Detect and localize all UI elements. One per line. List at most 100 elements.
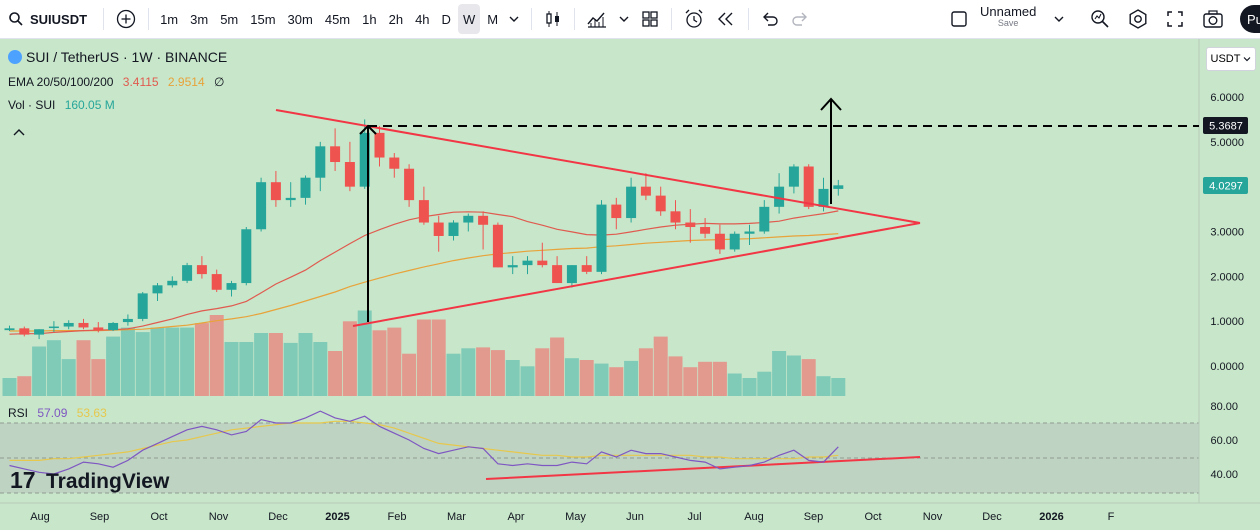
- divider: [671, 8, 673, 30]
- volume-bar: [209, 315, 224, 396]
- candle-body: [137, 293, 148, 319]
- volume-bar: [268, 333, 283, 396]
- volume-bar: [564, 358, 579, 396]
- rsi-trendline[interactable]: [485, 456, 921, 480]
- settings-button[interactable]: [1122, 4, 1154, 34]
- add-circle-icon: [116, 9, 136, 29]
- triangle-lower-trendline[interactable]: [352, 222, 921, 327]
- sui-logo-icon: [8, 50, 22, 64]
- candle-body: [152, 285, 163, 294]
- candle-body: [404, 168, 415, 201]
- candle-body: [566, 265, 577, 284]
- volume-bar: [490, 350, 505, 396]
- rsi-ma-value: 53.63: [76, 406, 107, 420]
- current-price-label: 4.0297: [1203, 177, 1248, 194]
- volume-bar: [2, 378, 17, 396]
- layout-name[interactable]: Unnamed Save: [980, 4, 1036, 29]
- volume-bar: [224, 342, 239, 396]
- fullscreen-button[interactable]: [1160, 4, 1190, 34]
- chart-pane[interactable]: 6.00005.00004.00003.00002.00001.00000.00…: [0, 39, 1260, 530]
- time-tick-label: Feb: [388, 511, 407, 523]
- interval-button-3m[interactable]: 3m: [190, 11, 209, 27]
- volume-bar: [772, 351, 787, 396]
- drawings[interactable]: [275, 97, 1199, 480]
- candle-body: [359, 132, 370, 187]
- interval-button-m[interactable]: M: [487, 11, 499, 27]
- interval-dropdown-button[interactable]: [503, 4, 525, 34]
- volume-bar: [416, 319, 431, 396]
- currency-select[interactable]: USDT: [1206, 47, 1256, 71]
- time-tick-label: Dec: [268, 511, 288, 523]
- candle-body: [714, 233, 725, 250]
- compare-symbol-button[interactable]: [110, 4, 142, 34]
- price-tick-label: 5.0000: [1210, 137, 1244, 149]
- time-tick-label: 2025: [325, 511, 349, 523]
- time-tick-label: Apr: [507, 511, 524, 523]
- candle-body: [596, 204, 607, 272]
- interval-group: 1m 3m 5m 15m 30m 45m 1h 2h 4h D W M: [155, 4, 503, 34]
- volume-label: Vol · SUI: [8, 98, 56, 112]
- volume-bar: [328, 351, 343, 396]
- layout-button[interactable]: [944, 4, 974, 34]
- interval-button-30m[interactable]: 30m: [287, 11, 313, 27]
- rsi-label: RSI: [8, 406, 29, 420]
- interval-button-d[interactable]: D: [441, 11, 451, 27]
- time-tick-label: Mar: [447, 511, 466, 523]
- publish-button[interactable]: Pu: [1240, 5, 1260, 33]
- target-arrowhead[interactable]: [820, 97, 842, 111]
- divider: [574, 8, 576, 30]
- candle-body: [196, 265, 207, 275]
- candle-body: [759, 206, 770, 232]
- candle-body: [19, 328, 30, 335]
- volume-bar: [431, 319, 446, 396]
- volume-bar: [520, 366, 535, 396]
- candle-body: [315, 146, 326, 178]
- target-price-label: 5.3687: [1203, 117, 1248, 134]
- ema-lines: [9, 210, 839, 335]
- layout-dropdown-button[interactable]: [1048, 4, 1070, 34]
- price-tick-label: 6.0000: [1210, 92, 1244, 104]
- replay-button[interactable]: [710, 4, 742, 34]
- divider: [103, 8, 105, 30]
- interval-button-1h[interactable]: 1h: [362, 11, 377, 27]
- interval-button-15m[interactable]: 15m: [250, 11, 276, 27]
- time-tick-label: F: [1108, 511, 1115, 523]
- redo-icon: [792, 12, 808, 26]
- legend-rsi-row: RSI 57.09 53.63: [8, 406, 107, 420]
- undo-icon: [763, 12, 778, 26]
- chart-canvas[interactable]: 6.00005.00004.00003.00002.00001.00000.00…: [0, 39, 1260, 530]
- rsi-tick-label: 80.00: [1210, 401, 1238, 413]
- symbol-search[interactable]: SUIUSDT: [0, 11, 97, 27]
- interval-button-4h[interactable]: 4h: [415, 11, 430, 27]
- tradingview-watermark: 17 TradingView: [10, 467, 170, 493]
- triangle-upper-trendline[interactable]: [275, 109, 921, 224]
- alert-button[interactable]: [678, 4, 710, 34]
- indicators-button[interactable]: [581, 4, 613, 34]
- undo-button[interactable]: [755, 4, 785, 34]
- svg-text:TradingView: TradingView: [46, 470, 170, 493]
- candle-body: [108, 322, 119, 331]
- interval-button-45m[interactable]: 45m: [324, 11, 351, 27]
- quick-search-button[interactable]: [1084, 4, 1116, 34]
- candle-body: [552, 265, 563, 284]
- snapshot-button[interactable]: [1196, 4, 1230, 34]
- interval-button-1m[interactable]: 1m: [160, 11, 179, 27]
- templates-button[interactable]: [635, 4, 665, 34]
- candle-body: [581, 265, 592, 272]
- interval-button-w[interactable]: W: [457, 4, 481, 34]
- volume-bar: [17, 376, 32, 396]
- interval-button-5m[interactable]: 5m: [220, 11, 239, 27]
- indicators-dropdown-button[interactable]: [613, 4, 635, 34]
- currency-label: USDT: [1210, 53, 1241, 65]
- redo-button[interactable]: [785, 4, 815, 34]
- volume-bar: [313, 342, 328, 396]
- interval-button-2h[interactable]: 2h: [388, 11, 404, 27]
- ema-label: EMA 20/50/100/200: [8, 75, 114, 89]
- candle-body: [640, 186, 651, 196]
- candle-body: [788, 166, 799, 187]
- volume-bar: [298, 333, 313, 396]
- time-tick-label: Jun: [626, 511, 644, 523]
- chart-type-button[interactable]: [538, 4, 568, 34]
- collapse-legend-icon[interactable]: [13, 129, 25, 136]
- volume-bar: [283, 342, 298, 396]
